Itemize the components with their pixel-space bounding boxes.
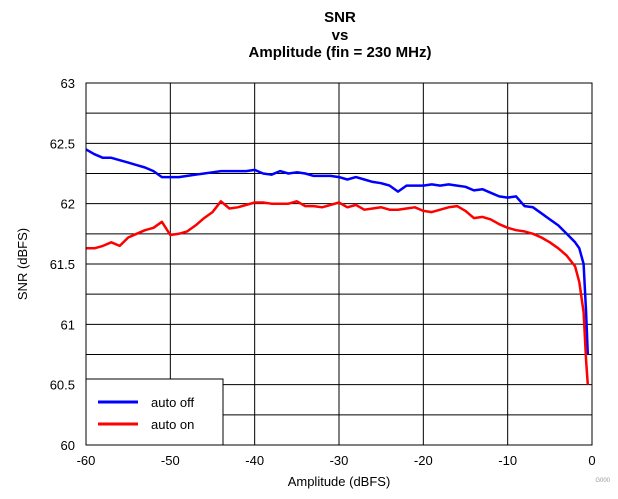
legend: auto off auto on [85, 378, 224, 446]
x-tick-label: -40 [245, 453, 264, 468]
x-tick-labels: -60 -50 -40 -30 -20 -10 0 [77, 453, 596, 468]
y-axis-label: SNR (dBFS) [15, 228, 30, 300]
y-tick-label: 61 [61, 317, 75, 332]
legend-box [85, 378, 224, 446]
chart-title-line-2: vs [332, 27, 349, 44]
x-tick-label: -20 [414, 453, 433, 468]
y-tick-label: 63 [61, 76, 75, 91]
chart-title-line-3: Amplitude (fin = 230 MHz) [249, 44, 432, 61]
series-line-auto-on [86, 200, 590, 385]
y-tick-label: 60.5 [50, 378, 75, 393]
legend-label-auto-on: auto on [151, 417, 194, 432]
x-tick-label: -60 [77, 453, 96, 468]
y-tick-labels: 60 60.5 61 61.5 62 62.5 63 [50, 76, 75, 453]
x-axis-label: Amplitude (dBFS) [288, 474, 391, 489]
figure-code: G000 [595, 478, 610, 484]
series-layer [85, 148, 590, 385]
x-tick-label: -30 [330, 453, 349, 468]
y-tick-label: 60 [61, 438, 75, 453]
series-line-auto-off [85, 148, 590, 355]
chart-title-line-1: SNR [324, 9, 356, 26]
legend-label-auto-off: auto off [151, 395, 195, 410]
y-tick-label: 62 [61, 197, 75, 212]
plot-frame [85, 82, 593, 446]
x-tick-label: -10 [498, 453, 517, 468]
y-tick-label: 62.5 [50, 136, 75, 151]
x-tick-label: 0 [588, 453, 595, 468]
y-tick-label: 61.5 [50, 257, 75, 272]
x-tick-label: -50 [161, 453, 180, 468]
